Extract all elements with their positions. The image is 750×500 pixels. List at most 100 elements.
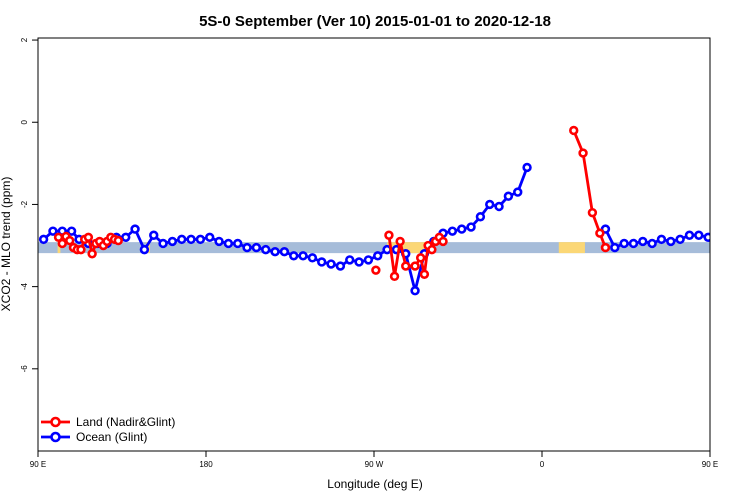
land-series-line [725,235,750,253]
ocean-data-point [503,191,514,201]
land-data-point [740,246,747,253]
legend-swatch-marker [50,416,61,428]
ocean-data-point [251,242,262,253]
ocean-data-point [66,226,77,236]
ocean-data-point [158,238,168,249]
ocean-data-point [666,236,676,247]
ocean-data-point [363,255,374,265]
legend-entry-label: Ocean (Glint) [76,430,147,444]
land-data-point [76,244,86,255]
axes-group: 90 E 180 90 W 0 90 E 2 0 -2 -4 -6 [20,37,718,469]
ocean-data-point [610,242,620,253]
ocean-data-point [279,246,290,257]
x-tick-label: 180 [199,460,213,469]
land-data-point [415,253,426,263]
land-data-point [729,234,736,241]
land-data-point [410,261,420,271]
ocean-data-point [485,199,495,210]
ocean-data-point [647,238,657,249]
ocean-data-point [335,261,346,271]
ocean-data-point [447,226,458,236]
y-tick-label: -2 [20,200,29,208]
ocean-data-point [475,212,486,222]
ocean-data-point [167,236,178,247]
ocean-data-point [242,242,252,253]
ocean-data-point [466,222,476,232]
ocean-data-point [326,259,336,269]
ocean-data-point [149,230,159,240]
land-data-point [569,125,579,136]
y-tick-label: 2 [20,37,29,42]
y-tick-label: 0 [20,119,29,124]
chart-title: 5S-0 September (Ver 10) 2015-01-01 to 20… [199,13,551,30]
land-data-point [87,249,97,259]
ocean-data-point [373,251,383,261]
ocean-data-point [513,187,523,197]
ocean-data-point [121,232,131,243]
ocean-data-point [457,224,467,234]
ocean-data-point [139,244,150,255]
ocean-data-point [656,234,667,245]
y-axis-label: XCO2 - MLO trend (ppm) [0,177,13,312]
ocean-data-point [723,228,730,235]
x-tick-label: 90 W [365,460,384,469]
x-tick-label: 0 [540,460,545,469]
ocean-data-point [205,232,215,243]
ocean-data-point [714,236,721,243]
ocean-data-point [733,226,740,233]
ocean-data-point [223,238,234,249]
land-data-point [65,235,75,246]
land-data-point [57,238,67,249]
legend: Land (Nadir&Glint)Ocean (Glint) [41,415,175,444]
ocean-data-point [298,251,308,261]
x-tick-label: 90 E [30,460,46,469]
ocean-data-point [317,257,327,267]
land-data-point [401,261,411,271]
ocean-data-point [195,234,206,245]
land-data-point [587,207,598,218]
ocean-data-point [354,257,364,267]
land-data-point [725,240,732,247]
land-data-point [371,265,381,275]
ocean-data-point [628,238,639,249]
ocean-data-point [261,244,271,255]
land-data-point [384,230,394,240]
x-tick-label: 90 E [702,460,718,469]
legend-swatch-marker [50,431,61,443]
land-data-point [733,236,740,243]
x-axis-label: Longitude (deg E) [327,477,422,491]
land-data-point [744,246,750,253]
ocean-data-point [233,238,243,249]
ocean-data-point [130,224,140,234]
ocean-data-point [619,238,629,249]
ocean-data-point [742,228,749,235]
land-data-point [113,235,123,246]
series-group [38,125,750,296]
land-data-point [389,271,400,282]
y-tick-label: -6 [20,365,29,373]
ocean-data-point [48,226,58,236]
land-data-point [600,242,611,253]
ocean-data-point [494,201,504,212]
ocean-data-point [684,230,695,240]
land-data-point [722,232,729,239]
land-data-point [83,232,94,243]
land-data-point [578,148,588,158]
ocean-data-point [307,253,318,263]
ocean-data-point [410,286,420,296]
ocean-data-point [638,236,648,247]
ocean-data-point [186,234,196,245]
ocean-data-point [289,251,299,261]
ocean-data-point [703,232,710,243]
land-data-point [419,269,430,279]
ocean-data-point [270,246,280,257]
ocean-data-point [214,236,224,247]
ocean-data-point [345,255,355,265]
land-data-point [438,236,448,247]
land-data-point [595,228,605,238]
ocean-data-point [522,162,532,173]
land-data-point [427,244,437,255]
ocean-data-point [38,234,49,245]
y-tick-label: -4 [20,283,29,291]
legend-entry-label: Land (Nadir&Glint) [76,415,175,429]
